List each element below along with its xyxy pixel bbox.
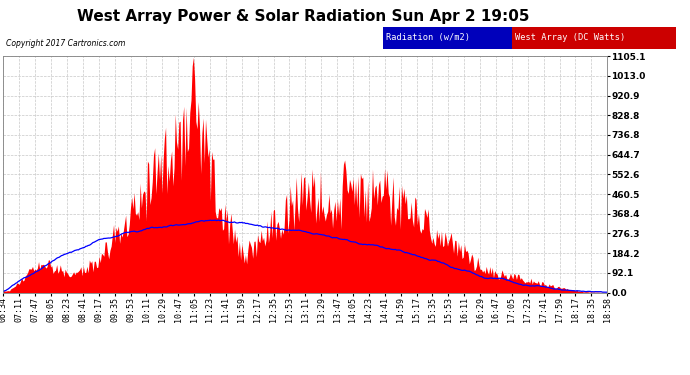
Text: Copyright 2017 Cartronics.com: Copyright 2017 Cartronics.com	[6, 39, 125, 48]
FancyBboxPatch shape	[383, 27, 512, 49]
Text: West Array (DC Watts): West Array (DC Watts)	[515, 33, 625, 42]
Text: West Array Power & Solar Radiation Sun Apr 2 19:05: West Array Power & Solar Radiation Sun A…	[77, 9, 530, 24]
FancyBboxPatch shape	[512, 27, 676, 49]
Text: Radiation (w/m2): Radiation (w/m2)	[386, 33, 470, 42]
